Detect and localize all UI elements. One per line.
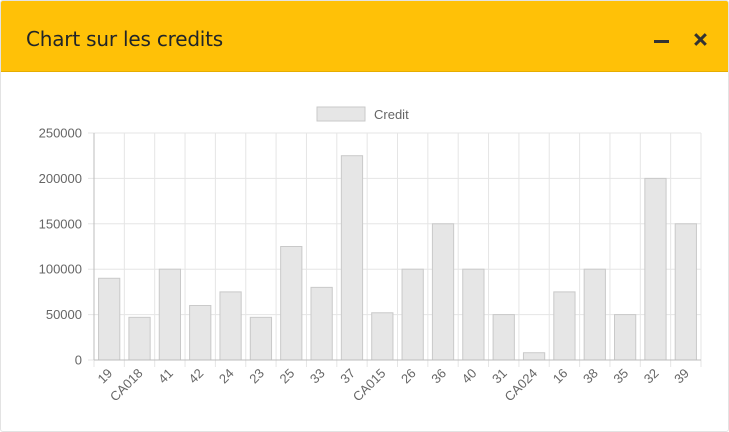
bar: [371, 312, 394, 361]
x-tick-label: 23: [246, 366, 267, 387]
x-tick-label: 33: [307, 366, 328, 387]
bar: [310, 286, 333, 361]
bar: [492, 314, 515, 361]
bar: [644, 177, 667, 361]
legend-label: Credit: [374, 107, 409, 122]
grid-layer: [88, 132, 702, 367]
legend-swatch: [316, 106, 366, 122]
x-tick-label: 38: [580, 366, 601, 387]
bar: [553, 291, 576, 361]
x-tick-label: 35: [610, 366, 631, 387]
bar: [158, 268, 181, 361]
bars-layer: [98, 155, 697, 361]
x-tick-label: 41: [155, 366, 176, 387]
x-tick-label: 31: [489, 366, 510, 387]
x-tick-label: 42: [186, 366, 207, 387]
x-tick-label: CA015: [350, 366, 389, 405]
x-tick-label: 24: [216, 366, 237, 387]
legend: Credit: [316, 106, 409, 122]
x-tick-label: CA018: [107, 366, 146, 405]
bar: [614, 314, 637, 361]
bar: [189, 305, 212, 361]
bar: [583, 268, 606, 361]
bar: [219, 291, 242, 361]
bar: [128, 316, 151, 361]
minimize-icon[interactable]: [651, 27, 673, 49]
x-tick-label: 32: [641, 366, 662, 387]
window-header: Chart sur les credits: [1, 1, 728, 72]
x-tick-label: CA024: [501, 366, 540, 405]
y-tick-label: 50000: [46, 307, 82, 322]
bar: [431, 223, 455, 361]
y-axis: 0 50000 100000 150000 200000 250000: [39, 126, 95, 368]
bar: [674, 223, 697, 361]
x-tick-label: 36: [428, 366, 449, 387]
y-tick-label: 200000: [39, 171, 82, 186]
x-tick-label: 25: [277, 366, 298, 387]
x-tick-label: 39: [671, 366, 692, 387]
x-tick-label: 26: [398, 366, 419, 387]
bar: [401, 268, 424, 361]
y-tick-label: 0: [75, 353, 82, 368]
window-title: Chart sur les credits: [26, 27, 224, 51]
x-tick-label: 16: [550, 366, 571, 387]
y-tick-label: 100000: [39, 262, 82, 277]
bar: [340, 155, 364, 361]
x-tick-label: 40: [459, 366, 480, 387]
x-tick-label: 37: [337, 366, 358, 387]
close-icon[interactable]: [690, 27, 712, 49]
bar: [98, 277, 121, 361]
bar: [249, 316, 273, 361]
bar: [462, 268, 485, 361]
bar: [522, 352, 546, 361]
bar: [280, 246, 303, 361]
y-tick-label: 150000: [39, 216, 82, 231]
x-tick-label: 19: [94, 366, 115, 387]
y-tick-label: 250000: [39, 126, 82, 141]
